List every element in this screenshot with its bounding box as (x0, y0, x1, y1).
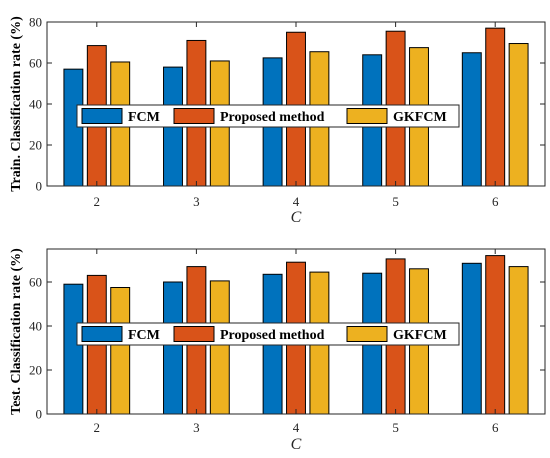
legend-label-proposed-method: Proposed method (220, 110, 325, 125)
y-axis-label: Train. Classification rate (%) (9, 16, 24, 192)
bar-proposed-method-c6 (485, 255, 506, 415)
legend-swatch-gkfcm (346, 108, 388, 124)
x-tick-label: 4 (293, 194, 300, 209)
y-tick-label: 40 (29, 319, 42, 334)
y-tick-label: 0 (36, 179, 43, 194)
x-tick-label: 2 (94, 420, 101, 435)
x-tick-label: 3 (193, 420, 200, 435)
bar-proposed-method-c6 (485, 27, 506, 187)
x-tick-label: 2 (94, 194, 101, 209)
y-tick-label: 0 (36, 407, 43, 422)
chart-panel-2: 0 20 40 60 2 3 4 5 6 C Test. Classification rate (… (9, 248, 546, 453)
x-axis-label: C (291, 209, 302, 226)
legend-label-proposed-method: Proposed method (220, 328, 325, 343)
bar-fcm-c6 (461, 52, 482, 187)
bar-fcm-c2 (63, 283, 84, 415)
x-tick-label: 3 (193, 194, 200, 209)
y-tick-label: 60 (29, 275, 42, 290)
x-tick-label: 4 (293, 420, 300, 435)
x-tick-label: 6 (492, 420, 499, 435)
bar-gkfcm-c6 (508, 43, 529, 187)
y-tick-label: 20 (29, 138, 42, 153)
legend-label-fcm: FCM (128, 328, 160, 343)
y-tick-label: 80 (29, 15, 42, 30)
legend-label-fcm: FCM (128, 110, 160, 125)
legend-swatch-proposed-method (173, 326, 215, 342)
y-tick-label: 20 (29, 363, 42, 378)
legend-swatch-fcm (81, 326, 123, 342)
x-axis-label: C (291, 436, 302, 453)
legend-swatch-fcm (81, 108, 123, 124)
bar-gkfcm-c2 (110, 287, 131, 415)
x-tick-label: 6 (492, 194, 499, 209)
chart-panel-1: 0 20 40 60 80 2 3 4 5 6 C Train. Classification rat… (9, 15, 546, 226)
legend-swatch-gkfcm (346, 326, 388, 342)
bar-gkfcm-c3 (209, 280, 230, 415)
y-axis-label: Test. Classification rate (%) (9, 248, 24, 415)
bar-fcm-c6 (461, 262, 482, 415)
x-tick-label: 5 (392, 194, 399, 209)
y-tick-label: 60 (29, 56, 42, 71)
bar-fcm-c2 (63, 68, 84, 187)
bar-fcm-c3 (163, 281, 183, 415)
x-tick-label: 5 (392, 420, 399, 435)
legend-label-gkfcm: GKFCM (393, 328, 447, 343)
legend-label-gkfcm: GKFCM (393, 110, 447, 125)
legend: FCM Proposed method GKFCM (76, 322, 460, 346)
y-tick-label: 40 (29, 97, 42, 112)
legend-swatch-proposed-method (173, 108, 215, 124)
bar-gkfcm-c6 (508, 266, 529, 415)
legend: FCM Proposed method GKFCM (76, 104, 460, 128)
